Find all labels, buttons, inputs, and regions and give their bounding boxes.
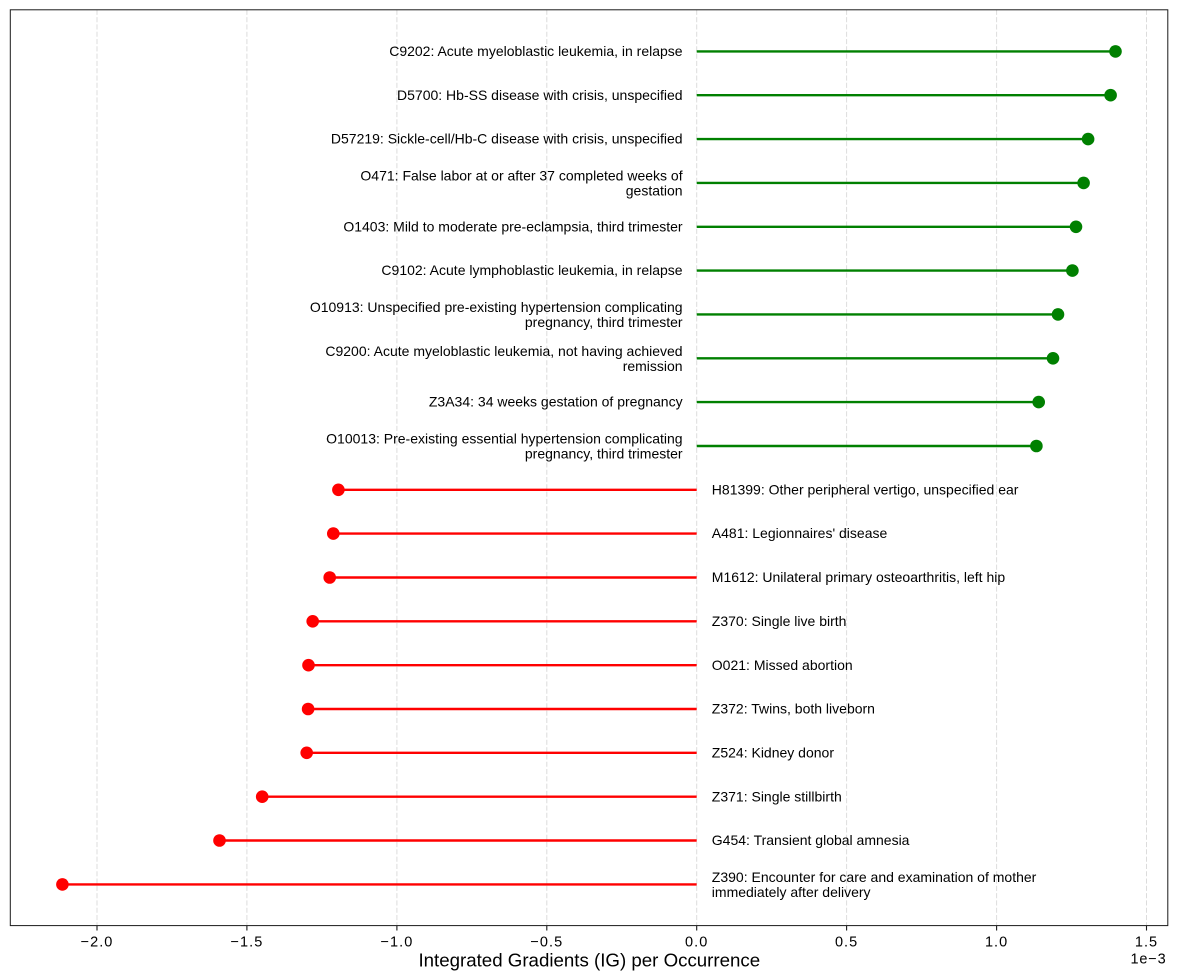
svg-text:Z372: Twins, both liveborn: Z372: Twins, both liveborn <box>712 701 875 717</box>
svg-text:−2.0: −2.0 <box>81 934 114 950</box>
svg-text:1e−3: 1e−3 <box>1130 951 1166 967</box>
svg-text:pregnancy, third trimester: pregnancy, third trimester <box>525 446 683 462</box>
svg-text:immediately after delivery: immediately after delivery <box>712 884 871 900</box>
svg-text:Z371: Single stillbirth: Z371: Single stillbirth <box>712 788 842 804</box>
svg-text:C9202: Acute myeloblastic leuk: C9202: Acute myeloblastic leukemia, in r… <box>389 43 683 59</box>
svg-text:H81399: Other peripheral verti: H81399: Other peripheral vertigo, unspec… <box>712 481 1019 497</box>
svg-text:O10013: Pre-existing essential: O10013: Pre-existing essential hypertens… <box>326 431 682 447</box>
svg-text:0.5: 0.5 <box>835 934 858 950</box>
svg-text:remission: remission <box>623 358 683 374</box>
svg-text:Integrated Gradients (IG) per: Integrated Gradients (IG) per Occurrence <box>418 949 760 970</box>
svg-text:A481: Legionnaires' disease: A481: Legionnaires' disease <box>712 525 888 541</box>
svg-text:Z390: Encounter for care and e: Z390: Encounter for care and examination… <box>712 869 1037 885</box>
svg-text:O471: False labor at or after: O471: False labor at or after 37 complet… <box>360 168 682 184</box>
svg-text:−1.5: −1.5 <box>230 934 263 950</box>
svg-text:−1.0: −1.0 <box>380 934 413 950</box>
svg-text:G454: Transient global amnesia: G454: Transient global amnesia <box>712 832 910 848</box>
svg-text:Z524: Kidney donor: Z524: Kidney donor <box>712 744 835 760</box>
svg-text:1.5: 1.5 <box>1135 934 1158 950</box>
svg-text:C9102: Acute lymphoblastic leu: C9102: Acute lymphoblastic leukemia, in … <box>381 262 682 278</box>
svg-text:O10913: Unspecified pre-existi: O10913: Unspecified pre-existing hyperte… <box>310 299 683 315</box>
svg-text:C9200: Acute myeloblastic leuk: C9200: Acute myeloblastic leukemia, not … <box>325 343 682 359</box>
svg-text:O021: Missed abortion: O021: Missed abortion <box>712 657 853 673</box>
svg-text:−0.5: −0.5 <box>530 934 563 950</box>
svg-text:0.0: 0.0 <box>685 934 708 950</box>
svg-text:pregnancy, third trimester: pregnancy, third trimester <box>525 314 683 330</box>
svg-text:1.0: 1.0 <box>985 934 1008 950</box>
svg-text:D57219: Sickle-cell/Hb-C disea: D57219: Sickle-cell/Hb-C disease with cr… <box>331 131 683 147</box>
svg-text:D5700: Hb-SS disease with cris: D5700: Hb-SS disease with crisis, unspec… <box>397 87 683 103</box>
svg-text:Z3A34: 34 weeks gestation of p: Z3A34: 34 weeks gestation of pregnancy <box>429 394 683 410</box>
svg-text:O1403: Mild to moderate pre-ec: O1403: Mild to moderate pre-eclampsia, t… <box>343 218 683 234</box>
svg-text:Z370: Single live birth: Z370: Single live birth <box>712 613 847 629</box>
svg-text:gestation: gestation <box>626 183 683 199</box>
svg-text:M1612: Unilateral primary oste: M1612: Unilateral primary osteoarthritis… <box>712 569 1006 585</box>
